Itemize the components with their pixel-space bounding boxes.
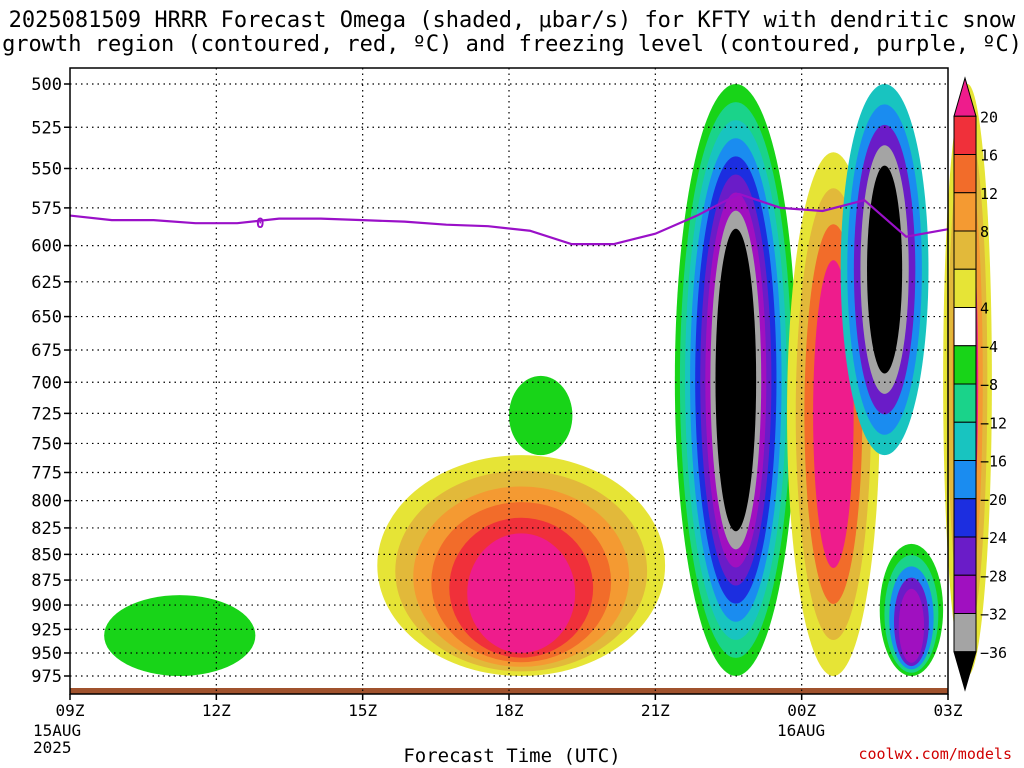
colorbar-bin [953, 498, 977, 538]
y-tick-label: 975 [31, 667, 62, 687]
chart-title-line-2: growth region (contoured, red, ºC) and f… [2, 32, 1022, 57]
y-tick-label: 850 [31, 545, 62, 565]
x-tick-label: 12Z [202, 701, 231, 720]
chart-title-line-1: 2025081509 HRRR Forecast Omega (shaded, … [8, 8, 1016, 33]
y-tick-label: 925 [31, 620, 62, 640]
colorbar-label: 8 [980, 223, 989, 241]
y-tick-label: 525 [31, 118, 62, 138]
y-tick-label: 650 [31, 308, 62, 328]
colorbar-label: 16 [980, 147, 998, 165]
y-tick-label: 775 [31, 463, 62, 483]
colorbar-label: −4 [980, 338, 998, 356]
y-tick-label: 575 [31, 199, 62, 219]
colorbar-label: 4 [980, 300, 989, 318]
x-date-next: 16AUG [777, 721, 826, 740]
x-axis-label: Forecast Time (UTC) [403, 745, 621, 767]
shade-descent-afternoon-level-5 [467, 533, 576, 653]
y-tick-label: 625 [31, 273, 62, 293]
colorbar-bin [953, 230, 977, 270]
colorbar-label: 20 [980, 108, 998, 126]
freezing-level-label: 0 [256, 216, 264, 232]
y-tick-label: 725 [31, 404, 62, 424]
x-tick-label: 00Z [787, 701, 816, 720]
x-date-start: 15AUG [33, 721, 82, 740]
colorbar-label: −24 [980, 529, 1007, 547]
colorbar-bin [953, 345, 977, 385]
colorbar-label: −12 [980, 414, 1007, 432]
y-tick-label: 500 [31, 75, 62, 95]
y-tick-label: 700 [31, 373, 62, 393]
x-tick-label: 21Z [641, 701, 670, 720]
shade-ascent-late-low-level-4 [898, 588, 925, 663]
freezing-level-line [69, 192, 949, 246]
colorbar-bin [953, 192, 977, 232]
colorbar-bin [953, 613, 977, 653]
colorbar-bin [953, 574, 977, 614]
x-tick-label: 09Z [56, 701, 85, 720]
colorbar-label: −8 [980, 376, 998, 394]
colorbar-label: −36 [980, 644, 1007, 662]
colorbar-cap-bottom [953, 651, 977, 692]
y-tick-label: 950 [31, 644, 62, 664]
colorbar-bin [953, 268, 977, 308]
shade-weak-ascent-early-level-0 [104, 595, 256, 676]
y-tick-label: 675 [31, 341, 62, 361]
x-tick-label: 15Z [348, 701, 377, 720]
y-tick-label: 900 [31, 596, 62, 616]
y-tick-label: 550 [31, 159, 62, 179]
colorbar-bin [953, 421, 977, 461]
colorbar-label: −28 [980, 567, 1007, 585]
colorbar-label: −16 [980, 453, 1007, 471]
colorbar-bin [953, 383, 977, 423]
x-tick-label: 18Z [495, 701, 524, 720]
shade-descent-column-level-3 [813, 260, 854, 568]
colorbar-label: −32 [980, 606, 1007, 624]
credit-link[interactable]: coolwx.com/models [858, 745, 1012, 763]
y-tick-label: 875 [31, 571, 62, 591]
colorbar-label: −20 [980, 491, 1007, 509]
y-tick-label: 750 [31, 434, 62, 454]
shade-ascent-pocket-level-0 [509, 375, 573, 456]
shade-ascent-column-level-8 [715, 228, 757, 532]
x-tick-label: 03Z [934, 701, 963, 720]
y-tick-label: 600 [31, 237, 62, 257]
x-year-start: 2025 [33, 738, 72, 757]
colorbar-bin [953, 460, 977, 500]
colorbar-bin [953, 307, 977, 347]
colorbar-bin [953, 154, 977, 194]
shade-ascent-upper-level-4 [867, 165, 903, 374]
colorbar-bin [953, 536, 977, 576]
colorbar-bin [953, 115, 977, 155]
y-tick-label: 800 [31, 492, 62, 512]
colorbar-label: 12 [980, 185, 998, 203]
y-tick-label: 825 [31, 519, 62, 539]
